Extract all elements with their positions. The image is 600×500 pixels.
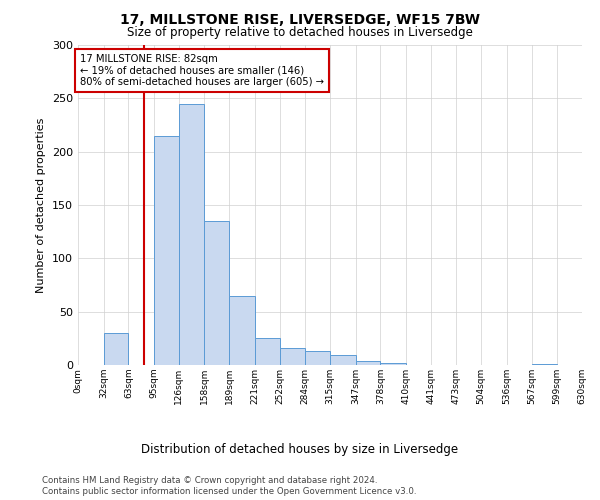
Bar (532, 364, 557, 365)
Bar (179, 104, 205, 365)
Bar (255, 338, 280, 365)
Y-axis label: Number of detached properties: Number of detached properties (37, 118, 46, 292)
Text: 17 MILLSTONE RISE: 82sqm
← 19% of detached houses are smaller (146)
80% of semi-: 17 MILLSTONE RISE: 82sqm ← 19% of detach… (80, 54, 323, 86)
Bar (380, 363, 406, 365)
Bar (280, 348, 305, 365)
Bar (330, 356, 356, 365)
Text: 17, MILLSTONE RISE, LIVERSEDGE, WF15 7BW: 17, MILLSTONE RISE, LIVERSEDGE, WF15 7BW (120, 12, 480, 26)
Text: Contains HM Land Registry data © Crown copyright and database right 2024.: Contains HM Land Registry data © Crown c… (42, 476, 377, 485)
Bar (305, 351, 330, 365)
Bar (154, 136, 179, 365)
Bar (205, 221, 229, 365)
Bar (356, 360, 380, 365)
Bar (104, 333, 128, 365)
Text: Size of property relative to detached houses in Liversedge: Size of property relative to detached ho… (127, 26, 473, 39)
Text: Contains public sector information licensed under the Open Government Licence v3: Contains public sector information licen… (42, 488, 416, 496)
Text: Distribution of detached houses by size in Liversedge: Distribution of detached houses by size … (142, 442, 458, 456)
Bar (229, 296, 255, 365)
